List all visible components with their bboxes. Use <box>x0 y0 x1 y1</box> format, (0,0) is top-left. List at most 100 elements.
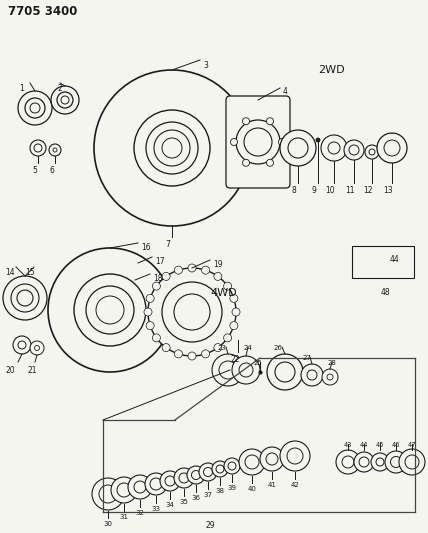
Circle shape <box>228 462 236 470</box>
Circle shape <box>236 120 280 164</box>
Text: 2: 2 <box>58 84 62 93</box>
Circle shape <box>316 138 320 142</box>
Text: 31: 31 <box>119 514 128 520</box>
Circle shape <box>365 145 379 159</box>
Text: 41: 41 <box>268 482 276 488</box>
Circle shape <box>162 138 182 158</box>
Text: 18: 18 <box>153 274 163 283</box>
Circle shape <box>162 272 170 280</box>
Circle shape <box>146 294 154 302</box>
Circle shape <box>354 452 374 472</box>
Text: 39: 39 <box>228 485 237 491</box>
Text: 33: 33 <box>152 506 160 512</box>
Text: 35: 35 <box>180 499 188 505</box>
Circle shape <box>145 473 167 495</box>
Circle shape <box>307 370 317 380</box>
FancyBboxPatch shape <box>226 96 290 188</box>
Circle shape <box>174 350 182 358</box>
Circle shape <box>267 354 303 390</box>
Circle shape <box>128 475 152 499</box>
Circle shape <box>17 290 33 306</box>
Text: 43: 43 <box>344 442 352 448</box>
Bar <box>352 246 414 278</box>
Text: 1: 1 <box>20 84 24 93</box>
Circle shape <box>266 453 278 465</box>
Circle shape <box>369 261 381 273</box>
Text: 25: 25 <box>254 360 262 366</box>
Circle shape <box>30 341 44 355</box>
Circle shape <box>260 447 284 471</box>
Circle shape <box>99 485 117 503</box>
Circle shape <box>34 144 42 152</box>
Circle shape <box>214 344 222 352</box>
Circle shape <box>216 465 224 473</box>
Circle shape <box>223 334 232 342</box>
Text: 3: 3 <box>203 61 208 70</box>
Circle shape <box>18 341 26 349</box>
Circle shape <box>86 286 134 334</box>
Circle shape <box>399 261 411 273</box>
Circle shape <box>49 144 61 156</box>
Text: 36: 36 <box>191 495 200 501</box>
Text: 29: 29 <box>205 521 215 530</box>
Circle shape <box>61 96 69 104</box>
Circle shape <box>174 468 194 488</box>
Circle shape <box>154 130 190 166</box>
Circle shape <box>349 145 359 155</box>
Circle shape <box>230 294 238 302</box>
Circle shape <box>328 142 340 154</box>
Text: 27: 27 <box>303 355 312 361</box>
Text: 9: 9 <box>312 186 316 195</box>
Circle shape <box>13 336 31 354</box>
Text: 7705 3400: 7705 3400 <box>8 5 77 18</box>
Circle shape <box>224 458 240 474</box>
Circle shape <box>385 451 407 473</box>
Circle shape <box>280 130 316 166</box>
Circle shape <box>371 453 389 471</box>
Circle shape <box>321 135 347 161</box>
Circle shape <box>223 282 232 290</box>
Circle shape <box>199 463 217 481</box>
Text: 12: 12 <box>363 186 373 195</box>
Circle shape <box>387 264 392 270</box>
Text: 14: 14 <box>5 268 15 277</box>
Circle shape <box>377 133 407 163</box>
Circle shape <box>202 266 210 274</box>
Circle shape <box>191 471 200 480</box>
Circle shape <box>18 91 52 125</box>
Circle shape <box>230 321 238 329</box>
Circle shape <box>267 159 273 166</box>
Circle shape <box>369 149 375 155</box>
Circle shape <box>51 86 79 114</box>
Circle shape <box>162 344 170 352</box>
Circle shape <box>322 369 338 385</box>
Text: 45: 45 <box>376 442 384 448</box>
Circle shape <box>372 264 377 270</box>
Text: 8: 8 <box>291 186 296 195</box>
Text: 44: 44 <box>390 255 400 264</box>
Circle shape <box>279 139 285 146</box>
Circle shape <box>405 455 419 469</box>
Circle shape <box>30 103 40 113</box>
Circle shape <box>187 466 205 484</box>
Text: 22: 22 <box>230 355 240 364</box>
Circle shape <box>188 352 196 360</box>
Circle shape <box>150 478 162 490</box>
Text: 42: 42 <box>291 482 299 488</box>
Circle shape <box>399 449 425 475</box>
Circle shape <box>25 98 45 118</box>
Text: 5: 5 <box>33 166 37 175</box>
Circle shape <box>219 361 237 379</box>
Circle shape <box>327 374 333 380</box>
Circle shape <box>3 276 47 320</box>
Text: 11: 11 <box>345 186 355 195</box>
Circle shape <box>202 350 210 358</box>
Circle shape <box>231 139 238 146</box>
Circle shape <box>301 364 323 386</box>
Text: 13: 13 <box>383 186 393 195</box>
Text: 21: 21 <box>27 366 37 375</box>
Circle shape <box>94 70 250 226</box>
Circle shape <box>390 456 401 467</box>
Circle shape <box>287 448 303 464</box>
Circle shape <box>288 138 308 158</box>
